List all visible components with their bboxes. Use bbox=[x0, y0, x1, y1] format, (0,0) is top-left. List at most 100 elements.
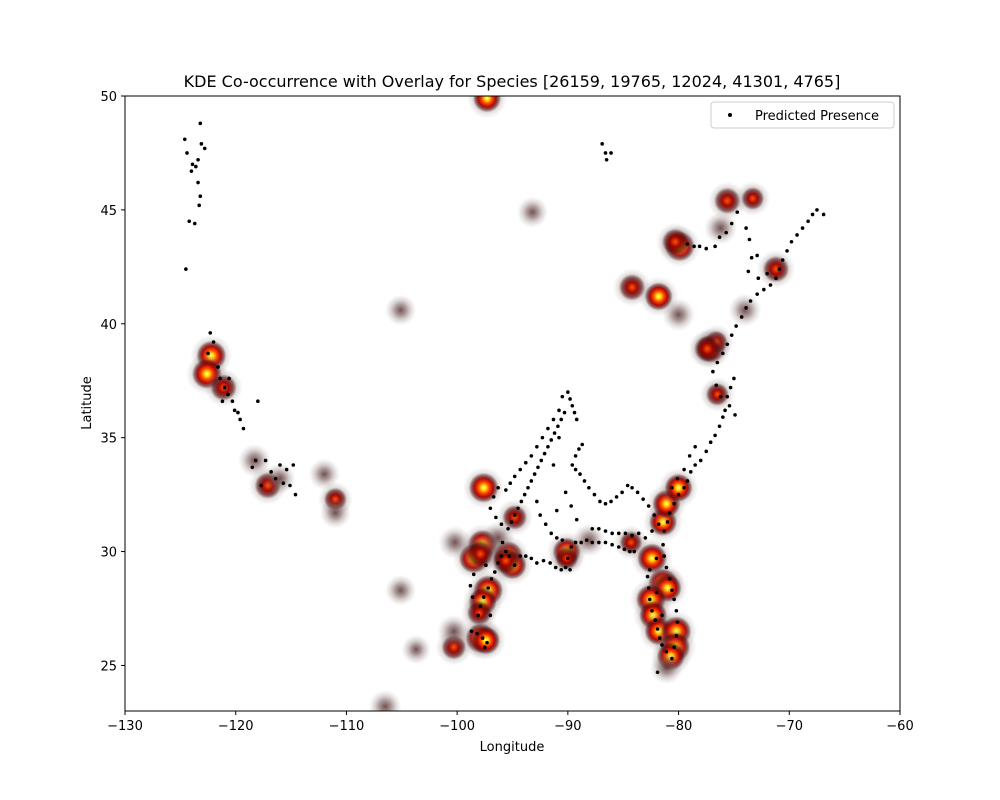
chart-title: KDE Co-occurrence with Overlay for Speci… bbox=[184, 72, 841, 91]
kde-hotspot bbox=[472, 96, 502, 113]
presence-point bbox=[206, 351, 210, 356]
presence-point bbox=[187, 219, 192, 224]
presence-point bbox=[768, 283, 773, 287]
presence-point bbox=[711, 369, 715, 374]
kde-hotspot bbox=[374, 695, 396, 711]
presence-point bbox=[603, 501, 608, 506]
presence-point bbox=[508, 481, 513, 486]
presence-point bbox=[727, 403, 732, 408]
y-tick-label: 25 bbox=[100, 659, 117, 674]
presence-point bbox=[185, 151, 189, 155]
presence-point bbox=[806, 219, 810, 224]
presence-point bbox=[202, 146, 207, 151]
presence-point bbox=[715, 360, 720, 365]
y-tick-label: 35 bbox=[100, 432, 117, 447]
presence-point bbox=[560, 538, 565, 542]
presence-point bbox=[480, 636, 485, 640]
presence-point bbox=[654, 556, 659, 561]
presence-point bbox=[199, 142, 204, 146]
presence-point bbox=[755, 253, 759, 258]
presence-point bbox=[198, 194, 203, 199]
y-tick-label: 30 bbox=[100, 546, 117, 561]
presence-point bbox=[675, 620, 680, 624]
kde-hotspot bbox=[391, 300, 411, 320]
presence-point bbox=[718, 394, 723, 399]
presence-point bbox=[652, 513, 657, 517]
presence-point bbox=[821, 212, 826, 217]
presence-point bbox=[664, 649, 669, 654]
presence-point bbox=[512, 513, 517, 517]
presence-point bbox=[529, 454, 534, 458]
presence-point bbox=[481, 595, 486, 599]
kde-hotspot bbox=[468, 472, 499, 503]
presence-point bbox=[574, 517, 579, 522]
presence-point bbox=[755, 292, 759, 296]
presence-point bbox=[570, 463, 575, 467]
kde-hotspot bbox=[391, 580, 411, 600]
presence-point bbox=[598, 499, 602, 504]
kde-hotspot bbox=[668, 304, 690, 326]
presence-point bbox=[723, 408, 727, 413]
presence-point bbox=[587, 485, 591, 490]
presence-point bbox=[471, 572, 476, 577]
presence-point bbox=[549, 531, 554, 536]
presence-point bbox=[198, 121, 203, 126]
presence-point bbox=[250, 465, 255, 470]
presence-point bbox=[569, 504, 573, 508]
presence-point bbox=[693, 463, 697, 467]
presence-point bbox=[704, 246, 709, 251]
presence-point bbox=[675, 476, 680, 481]
presence-point bbox=[780, 258, 785, 262]
presence-point bbox=[625, 483, 630, 488]
presence-point bbox=[572, 410, 577, 415]
presence-point bbox=[665, 520, 670, 524]
presence-point bbox=[739, 315, 744, 319]
presence-point bbox=[470, 595, 475, 599]
presence-point bbox=[597, 540, 601, 545]
y-tick-label: 40 bbox=[100, 318, 117, 333]
presence-point bbox=[609, 151, 613, 155]
presence-point bbox=[744, 226, 748, 230]
presence-point bbox=[556, 424, 560, 429]
kde-hotspot bbox=[522, 202, 543, 222]
x-tick-label: −60 bbox=[886, 719, 913, 734]
presence-point bbox=[762, 287, 766, 292]
kde-hotspot bbox=[655, 657, 677, 679]
presence-point bbox=[546, 426, 550, 431]
presence-point bbox=[512, 474, 517, 479]
presence-point bbox=[546, 444, 550, 449]
presence-point bbox=[584, 538, 589, 542]
presence-point bbox=[664, 565, 669, 570]
presence-point bbox=[573, 454, 578, 458]
kde-hotspot bbox=[618, 274, 646, 301]
presence-point bbox=[516, 506, 520, 511]
presence-point bbox=[566, 556, 570, 561]
presence-point bbox=[721, 415, 725, 419]
presence-point bbox=[523, 554, 528, 558]
presence-point bbox=[540, 435, 545, 440]
presence-point bbox=[542, 451, 547, 456]
presence-point bbox=[469, 629, 474, 634]
presence-point bbox=[557, 435, 561, 440]
presence-point bbox=[704, 449, 709, 454]
kde-hotspot bbox=[578, 529, 600, 551]
presence-point bbox=[747, 237, 752, 242]
presence-point bbox=[609, 499, 613, 504]
presence-point bbox=[288, 483, 292, 488]
presence-point bbox=[509, 520, 514, 524]
presence-point bbox=[194, 164, 198, 169]
presence-point bbox=[580, 442, 585, 447]
presence-point bbox=[670, 485, 674, 490]
presence-point bbox=[657, 636, 662, 640]
kde-hotspot bbox=[694, 335, 721, 363]
presence-point bbox=[253, 458, 258, 463]
presence-point bbox=[592, 492, 597, 497]
kde-hotspot bbox=[502, 505, 528, 530]
presence-point bbox=[535, 561, 539, 565]
presence-point bbox=[744, 306, 748, 310]
presence-point bbox=[654, 590, 659, 595]
presence-point bbox=[682, 485, 686, 490]
x-tick-label: −80 bbox=[665, 719, 692, 734]
presence-point bbox=[574, 417, 579, 422]
